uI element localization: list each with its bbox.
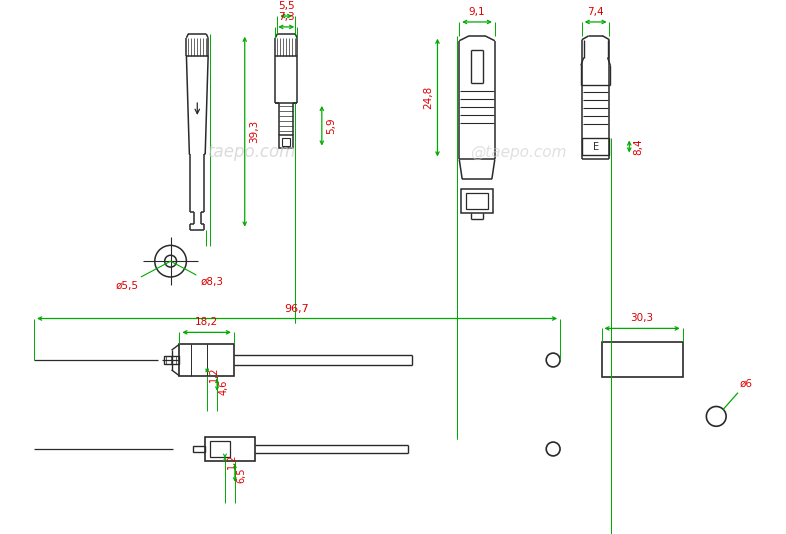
Text: @taepo.com: @taepo.com <box>470 145 567 160</box>
Text: 9,1: 9,1 <box>468 7 485 17</box>
Text: 4,6: 4,6 <box>219 380 229 395</box>
Bar <box>601 342 682 377</box>
Text: 5,9: 5,9 <box>325 117 336 134</box>
Text: ø6: ø6 <box>740 379 753 389</box>
Text: 24,8: 24,8 <box>424 86 434 109</box>
Text: 6,5: 6,5 <box>237 468 247 483</box>
Bar <box>210 441 230 457</box>
Text: 18,2: 18,2 <box>195 317 219 327</box>
Text: taepo.com: taepo.com <box>208 144 296 161</box>
Bar <box>179 344 234 376</box>
Text: 96,7: 96,7 <box>285 303 310 313</box>
Bar <box>282 138 290 146</box>
Text: 5,5: 5,5 <box>278 1 295 11</box>
Bar <box>279 135 293 148</box>
Bar <box>582 138 609 155</box>
Bar <box>193 446 205 452</box>
Text: 1,2: 1,2 <box>209 366 219 382</box>
Text: 7,4: 7,4 <box>587 7 604 17</box>
Text: 8,4: 8,4 <box>634 138 643 155</box>
Bar <box>466 193 488 209</box>
Text: 1,2: 1,2 <box>227 453 237 469</box>
Bar <box>205 437 255 461</box>
Text: ø5,5: ø5,5 <box>116 281 138 291</box>
Bar <box>461 189 493 213</box>
Text: 7,3: 7,3 <box>278 12 295 22</box>
Bar <box>163 356 179 364</box>
Text: E: E <box>593 142 599 152</box>
Text: 30,3: 30,3 <box>630 313 654 324</box>
Text: ø8,3: ø8,3 <box>200 277 223 287</box>
Text: 39,3: 39,3 <box>248 120 259 143</box>
